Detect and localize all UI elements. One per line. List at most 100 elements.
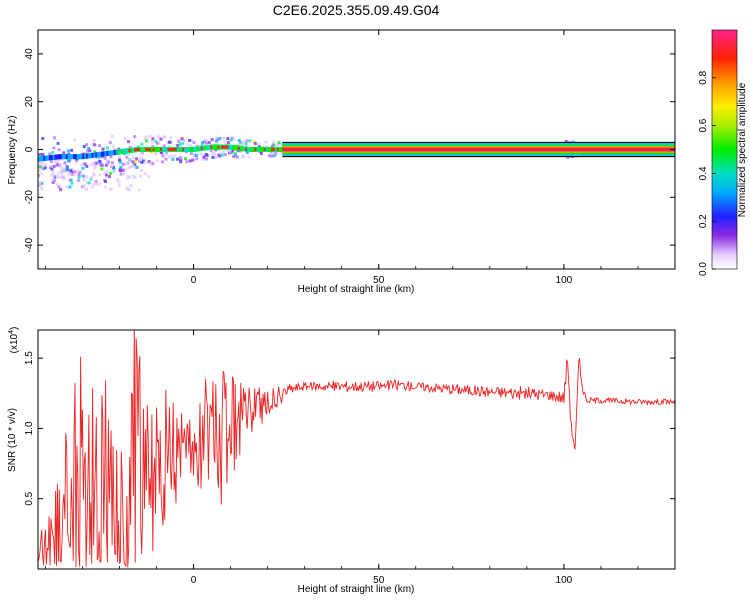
spectrogram-cell [122, 172, 126, 176]
snr-y-tick-label: 0.5 [24, 491, 35, 505]
spectrogram-y-tick-label: 0 [24, 146, 35, 152]
spectrogram-cell [87, 147, 91, 151]
spectrogram-cell [171, 157, 175, 161]
spectrogram-cell [225, 148, 229, 152]
spectrogram-cell [52, 164, 56, 168]
spectrogram-cell [63, 170, 67, 174]
snr-frame [37, 329, 676, 570]
spectrogram-cell [109, 171, 113, 175]
spectrogram-cell [160, 151, 164, 155]
spectrogram-cell [92, 143, 96, 147]
spectrogram-cell [142, 159, 146, 163]
spectrogram-cell [41, 161, 45, 165]
spectrogram-cell [137, 188, 141, 192]
spectrogram-cell [65, 185, 69, 189]
spectrogram-cell [127, 166, 131, 170]
spectrogram-cell [93, 150, 97, 154]
spectrogram-cell [38, 167, 41, 171]
spectrogram-cell [185, 160, 189, 164]
spectrogram-x-axis: 0 50 100 [45, 30, 676, 286]
snr-y-multiplier: (x104) [8, 327, 20, 354]
spectrogram-cell [85, 175, 89, 179]
colorbar-tick-label: 0.0 [698, 262, 709, 276]
spectrogram-cell [145, 139, 149, 143]
figure-title: C2E6.2025.355.09.49.G04 [273, 2, 440, 18]
spectrogram-cell [41, 167, 45, 171]
spectrogram-cell [220, 153, 224, 157]
spectrogram-cell [270, 152, 274, 156]
colorbar-tick-label: 0.8 [698, 70, 709, 84]
spectrogram-cell [103, 171, 107, 175]
spectrogram-cell [131, 160, 135, 164]
spectrogram-cell [65, 167, 69, 171]
spectrogram-cell [38, 165, 41, 169]
spectrogram-cell [80, 163, 84, 167]
spectrogram-cell [178, 142, 182, 146]
spectrogram-y-tick-label: -40 [24, 237, 35, 252]
spectrogram-cell [272, 142, 276, 146]
spectrogram-cell [38, 153, 42, 157]
spectrogram-cell [51, 178, 55, 182]
spectrogram-plot-area [38, 134, 675, 192]
spectrogram-cell [156, 134, 160, 138]
spectrogram-cell [195, 153, 199, 157]
spectrogram-cell [110, 164, 114, 168]
spectrogram-cell [105, 161, 109, 165]
spectrogram-cell [164, 157, 168, 161]
spectrogram-cell [53, 178, 57, 182]
spectrogram-cell [89, 177, 93, 181]
spectrogram-cell [98, 173, 102, 177]
spectrogram-cell [234, 153, 238, 157]
spectrogram-cell [127, 152, 131, 156]
spectrogram-cell [86, 149, 90, 153]
snr-x-tick-label: 100 [556, 575, 573, 586]
spectrogram-cell [70, 148, 74, 152]
spectrogram-cell [93, 164, 97, 168]
spectrogram-cell [189, 152, 193, 156]
spectrogram-cell [226, 137, 230, 141]
spectrogram-cell [144, 172, 148, 176]
spectrogram-cell [129, 184, 133, 188]
spectrogram-cell [186, 142, 190, 146]
spectrogram-cell [101, 163, 105, 167]
spectrogram-cell [40, 181, 44, 185]
colorbar-tick-label: 0.4 [698, 166, 709, 180]
spectrogram-cell [63, 161, 67, 165]
spectrogram-cell [140, 169, 144, 173]
spectrogram-cell [240, 155, 244, 159]
spectrogram-cell [180, 137, 184, 141]
spectrogram-cell [62, 177, 66, 181]
spectrogram-cell [170, 154, 174, 158]
spectrogram-cell [148, 134, 152, 138]
spectrogram-cell [245, 139, 249, 143]
colorbar-tick-label: 0.6 [698, 118, 709, 132]
spectrogram-cell [128, 145, 132, 149]
spectrogram-cell [103, 185, 107, 189]
spectrogram-cell [139, 151, 143, 155]
spectrogram-cell [149, 150, 153, 154]
spectrogram-cell [103, 179, 107, 183]
spectrogram-cell [237, 138, 241, 142]
spectrogram-cell [122, 168, 126, 172]
spectrogram-cell [121, 162, 125, 166]
spectrogram-cell [566, 156, 570, 160]
spectrogram-cell [151, 162, 155, 166]
spectrogram-cell [52, 146, 56, 150]
snr-y-axis: 0.5 1.0 1.5 [24, 351, 675, 506]
spectrogram-cell [38, 181, 42, 185]
spectrogram-cell [179, 157, 183, 161]
spectrogram-cell [93, 166, 97, 170]
spectrogram-cell [82, 186, 86, 190]
spectrogram-cell [199, 152, 203, 156]
spectrogram-cell [92, 139, 96, 143]
spectrogram-cell [564, 140, 568, 144]
spectrogram-cell [195, 157, 199, 161]
spectrogram-cell [98, 182, 102, 186]
spectrogram-cell [277, 141, 281, 145]
spectrogram-cell [159, 137, 163, 141]
spectrogram-cell [107, 175, 111, 179]
spectrogram-cell [230, 149, 234, 153]
spectrogram-cell [39, 165, 43, 169]
spectrogram-cell [162, 144, 166, 148]
snr-multiplier-base: (x10 [9, 333, 20, 353]
